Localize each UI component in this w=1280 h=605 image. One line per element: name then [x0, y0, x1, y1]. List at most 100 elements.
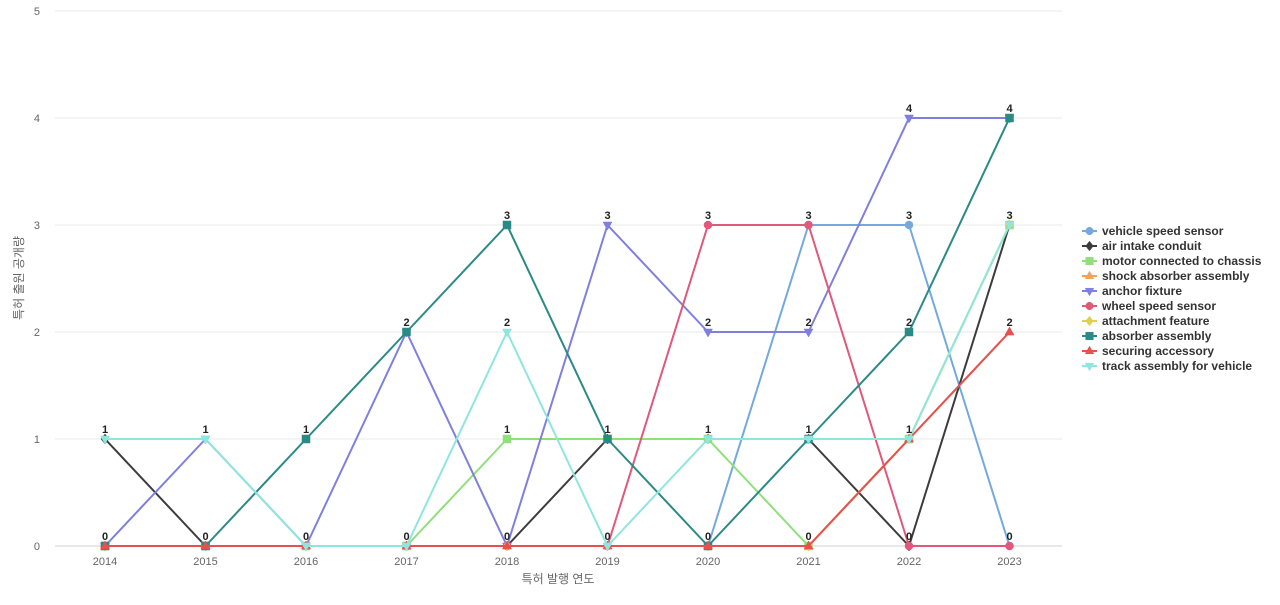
data-label: 3: [805, 210, 811, 222]
data-point: [200, 540, 211, 550]
data-label: 3: [906, 210, 912, 222]
data-point: [402, 327, 411, 337]
legend-swatch-marker: [1085, 240, 1094, 252]
series-line: [105, 224, 1011, 547]
legend-label: wheel speed sensor: [1101, 299, 1216, 313]
y-tick-label: 5: [34, 6, 40, 18]
legend-swatch-marker: [1085, 301, 1094, 311]
legend-swatch-marker: [1084, 362, 1095, 372]
series-track-assembly-for-vehicle: [100, 221, 1015, 552]
data-label: 3: [604, 210, 610, 222]
x-axis-ticks: 2014 2015 2016 2017 2018 2019 2020 2021 2022 2023: [93, 556, 1022, 568]
legend-label: motor connected to chassis: [1102, 254, 1262, 268]
data-point: [602, 221, 613, 231]
data-label: 0: [1006, 531, 1012, 543]
data-point: [904, 541, 914, 551]
data-point: [803, 435, 814, 445]
data-point: [703, 435, 713, 445]
x-tick-label: 2017: [394, 556, 418, 568]
data-label: 1: [705, 424, 711, 436]
data-point: [502, 220, 512, 230]
data-label: 0: [202, 531, 208, 543]
y-axis-ticks: 0 1 2 3 4 5: [34, 6, 40, 553]
data-point: [603, 434, 612, 444]
series-line: [105, 331, 1011, 547]
data-label: 0: [805, 531, 811, 543]
legend-label: attachment feature: [1102, 314, 1210, 328]
data-label: 3: [504, 210, 510, 222]
data-label: 0: [504, 531, 510, 543]
x-tick-label: 2015: [193, 556, 217, 568]
legend-item[interactable]: wheel speed sensor: [1082, 299, 1216, 313]
data-point: [703, 540, 713, 550]
data-label: 0: [403, 531, 409, 543]
x-tick-label: 2023: [997, 556, 1021, 568]
legend-item[interactable]: attachment feature: [1082, 314, 1210, 328]
data-point: [200, 435, 211, 445]
x-tick-label: 2018: [495, 556, 519, 568]
data-point: [301, 542, 311, 552]
data-point: [703, 220, 713, 230]
data-point: [502, 434, 512, 444]
legend-item[interactable]: motor connected to chassis: [1082, 254, 1262, 268]
data-label: 2: [906, 317, 912, 329]
legend-swatch-marker: [1084, 287, 1095, 297]
data-label: 2: [805, 317, 811, 329]
legend-label: securing accessory: [1102, 344, 1214, 358]
x-tick-label: 2014: [93, 556, 117, 568]
data-point: [703, 328, 713, 338]
legend-swatch-marker: [1084, 270, 1095, 280]
data-point: [602, 542, 613, 552]
legend-label: anchor fixture: [1102, 284, 1182, 298]
data-label: 3: [705, 210, 711, 222]
grid-lines: [55, 10, 1062, 547]
legend-item[interactable]: securing accessory: [1082, 344, 1214, 358]
data-point: [401, 542, 412, 552]
data-point: [502, 328, 512, 338]
legend-label: track assembly for vehicle: [1102, 359, 1252, 373]
legend-label: air intake conduit: [1102, 239, 1201, 253]
data-point: [904, 114, 914, 124]
data-point: [803, 328, 814, 338]
data-label: 2: [1006, 317, 1012, 329]
legend-item[interactable]: anchor fixture: [1082, 284, 1182, 298]
data-point: [502, 540, 512, 550]
legend-swatch-marker: [1085, 315, 1094, 327]
data-label: 3: [1006, 210, 1012, 222]
data-point: [904, 327, 914, 337]
data-point: [1005, 541, 1014, 551]
legend-item[interactable]: absorber assembly: [1082, 329, 1212, 343]
x-tick-label: 2021: [796, 556, 820, 568]
data-label: 0: [303, 531, 309, 543]
data-label: 4: [1006, 103, 1013, 115]
x-tick-label: 2020: [696, 556, 720, 568]
x-tick-label: 2022: [897, 556, 921, 568]
data-label: 4: [906, 103, 913, 115]
y-tick-label: 2: [34, 327, 40, 339]
data-label: 0: [102, 531, 108, 543]
data-point: [100, 435, 110, 445]
legend-swatch-marker: [1085, 331, 1094, 341]
data-point: [1005, 113, 1014, 123]
data-point: [1004, 326, 1015, 336]
data-point: [904, 220, 914, 230]
y-tick-label: 4: [34, 113, 40, 125]
legend-item[interactable]: air intake conduit: [1082, 239, 1201, 253]
data-point: [301, 434, 311, 444]
legend-item[interactable]: vehicle speed sensor: [1082, 224, 1224, 238]
legend-swatch-marker: [1085, 256, 1094, 266]
data-point: [100, 540, 110, 550]
data-labels: 1 0 1 0 1 0 2 0 3 2 1 0 3 1 0 3 2 1 0 3 2 1 0 4 3 2 1 0 4 3 2 0: [102, 103, 1014, 543]
x-axis-title: 특허 발행 연도: [522, 571, 595, 586]
data-label: 1: [202, 424, 208, 436]
legend-item[interactable]: track assembly for vehicle: [1082, 359, 1252, 373]
legend-item[interactable]: shock absorber assembly: [1082, 269, 1250, 283]
data-label: 2: [504, 317, 510, 329]
data-label: 0: [705, 531, 711, 543]
legend-swatch-marker: [1084, 345, 1095, 355]
series-group: [100, 113, 1015, 552]
data-label: 1: [504, 424, 510, 436]
